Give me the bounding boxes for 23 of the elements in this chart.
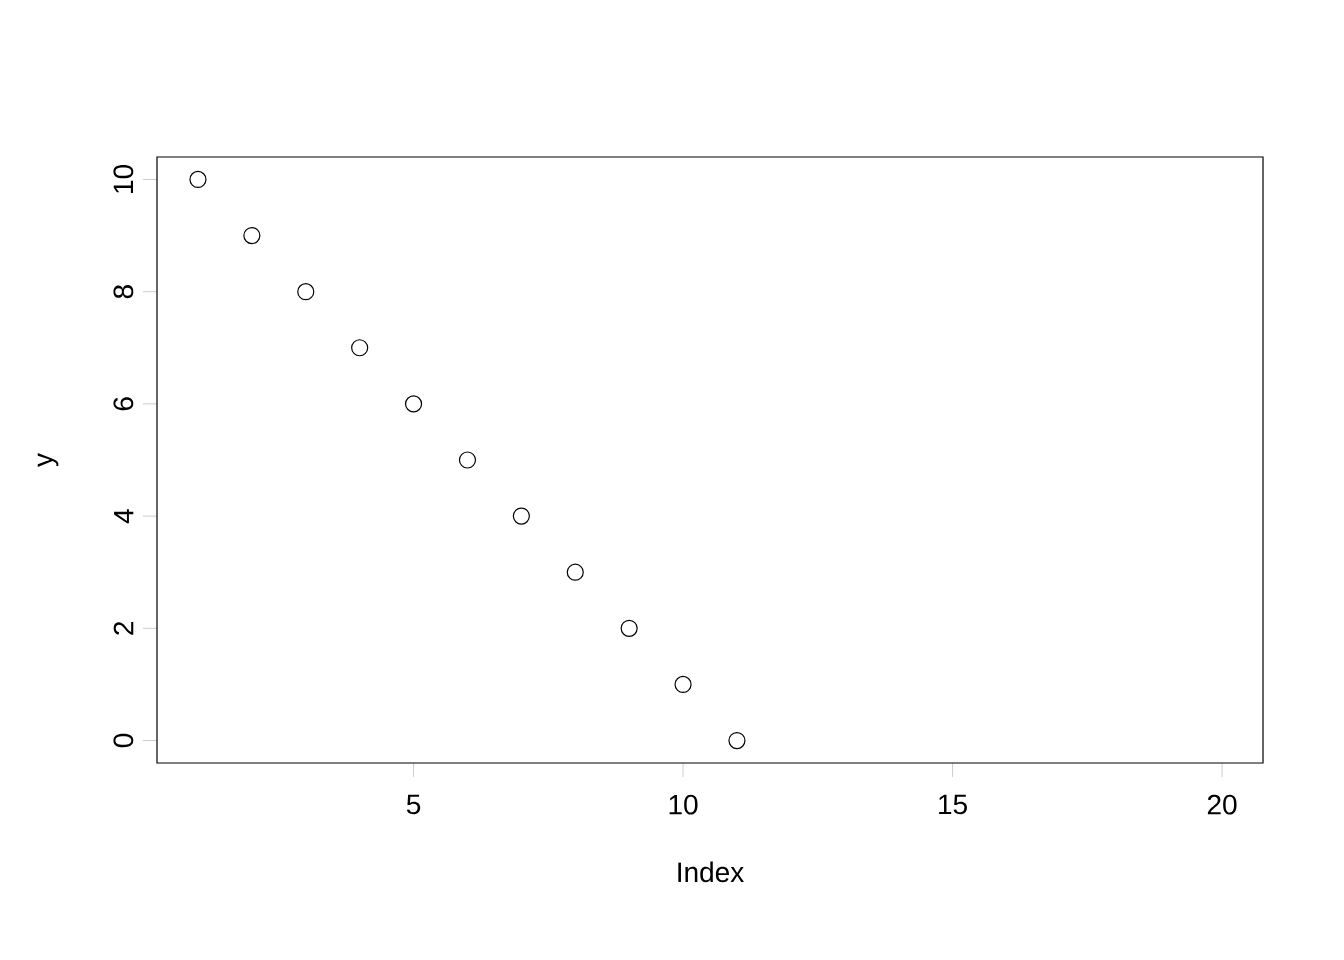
- point: [189, 170, 207, 189]
- point: [458, 451, 477, 469]
- y-tick-label: 2: [113, 621, 134, 635]
- y-tick-label: 6: [113, 397, 134, 411]
- point: [674, 675, 692, 694]
- point: [728, 731, 746, 750]
- point: [243, 226, 261, 245]
- y-axis-title: y: [37, 453, 59, 467]
- x-tick-label: 10: [669, 794, 698, 815]
- x-axis-title: Index: [678, 861, 744, 883]
- point: [620, 619, 638, 637]
- point: [297, 283, 315, 301]
- x-tick-label: 5: [406, 794, 421, 815]
- point: [566, 563, 584, 581]
- y-tick-label: 0: [113, 733, 134, 748]
- point: [404, 395, 423, 413]
- y-tick-label: 10: [113, 164, 134, 193]
- y-tick-label: 4: [114, 509, 134, 524]
- y-tick-label: 8: [113, 285, 134, 299]
- point: [512, 507, 530, 525]
- point: [351, 339, 369, 357]
- x-tick-label: 15: [939, 794, 967, 815]
- x-tick-label: 20: [1207, 794, 1237, 815]
